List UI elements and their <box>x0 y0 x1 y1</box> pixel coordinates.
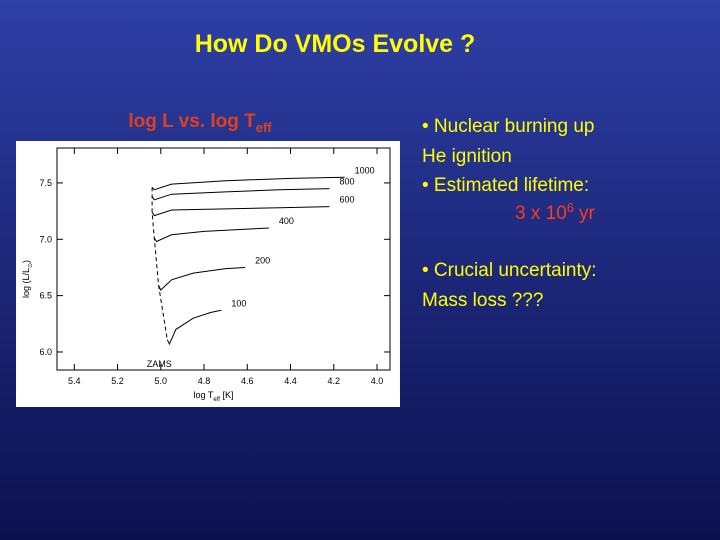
x-tick-label: 5.0 <box>155 376 168 386</box>
x-label-text: log T <box>194 390 214 400</box>
series-label: 1000 <box>355 165 375 175</box>
lifetime-unit: yr <box>579 203 596 224</box>
lifetime-base: 3 x 10 <box>515 203 567 224</box>
track-line <box>158 267 246 291</box>
heading-subscript: eff <box>256 120 273 135</box>
chart: 5.4 5.2 5.0 4.8 4.6 4.4 4.2 4.0 6.0 6.5 7.0 7.5 log … <box>21 147 391 403</box>
track-line <box>151 206 330 217</box>
x-label-subscript: eff <box>213 397 220 403</box>
bullet-line: • Estimated lifetime: <box>422 175 589 196</box>
zams-line <box>151 187 168 340</box>
x-tick-label: 4.4 <box>284 376 297 386</box>
y-tick-label: 6.0 <box>39 347 52 357</box>
track-line <box>151 176 345 191</box>
chart-heading: log L vs. log Teff <box>128 111 272 135</box>
x-tick-label: 4.6 <box>241 376 254 386</box>
track-line <box>166 309 222 346</box>
series-label: 800 <box>339 177 354 187</box>
plot-frame <box>56 147 391 371</box>
x-tick-label: 5.2 <box>111 376 124 386</box>
heading-text: log L vs. log T <box>128 111 256 132</box>
series-label: 400 <box>279 216 294 226</box>
x-axis-label: log Teff [K] <box>194 390 234 403</box>
x-tick-label: 4.8 <box>198 376 211 386</box>
bullet-line: • Nuclear burning up <box>422 116 594 137</box>
bullet-line: • Crucial uncertainty: <box>422 260 597 281</box>
bullet-line: He ignition <box>422 146 512 167</box>
x-tick-label: 4.0 <box>371 376 384 386</box>
series-label: 100 <box>231 298 246 308</box>
lifetime-exponent: 6 <box>567 200 574 215</box>
y-tick-label: 7.0 <box>39 234 52 244</box>
track-line <box>153 227 269 243</box>
series-label: 600 <box>339 195 354 205</box>
y-label-subscript: ⊙ <box>28 263 34 268</box>
y-label-suffix: ) <box>21 260 31 263</box>
x-label-suffix: [K] <box>220 390 234 400</box>
y-label-text: log (L/L <box>21 268 31 298</box>
bullets: • Nuclear burning up He ignition • Estimat… <box>422 116 597 311</box>
lifetime: 3 x 106 yr <box>515 200 596 224</box>
track-line <box>151 188 330 201</box>
y-tick-label: 6.5 <box>39 291 52 301</box>
x-tick-label: 4.2 <box>328 376 341 386</box>
series-label: 200 <box>255 255 270 265</box>
bullet-line: Mass loss ??? <box>422 290 543 311</box>
slide-title: How Do VMOs Evolve ? <box>195 30 476 58</box>
y-axis-label: log (L/L⊙) <box>21 260 34 298</box>
chart-panel <box>16 141 400 407</box>
x-tick-label: 5.4 <box>68 376 81 386</box>
y-tick-label: 7.5 <box>39 178 52 188</box>
series-label: ZAMS <box>147 359 172 369</box>
